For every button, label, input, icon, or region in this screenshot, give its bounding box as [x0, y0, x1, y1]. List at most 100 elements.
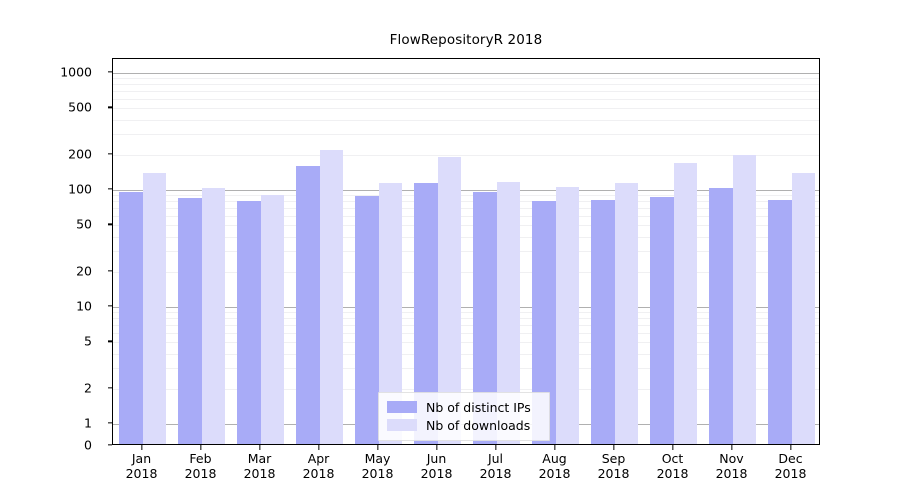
x-axis-tick-label: Jun 2018: [421, 451, 453, 481]
gridline-minor: [113, 154, 819, 156]
y-axis-tick-label: 200: [68, 146, 92, 162]
gridline-minor: [113, 325, 819, 327]
x-axis-tick-year: 2018: [184, 466, 217, 481]
y-axis-tick-mark: [107, 188, 112, 190]
gridline-minor: [113, 84, 819, 86]
gridline-minor: [113, 312, 819, 314]
y-axis-tick-mark: [107, 305, 112, 307]
bar-downloads[interactable]: [437, 156, 461, 444]
y-axis-tick-label: 500: [68, 99, 92, 115]
gridlines: [113, 59, 819, 444]
y-axis-tick-mark: [107, 387, 112, 389]
legend-item[interactable]: Nb of distinct IPs: [387, 398, 541, 416]
bar-group: [762, 59, 819, 444]
gridline-minor: [113, 208, 819, 210]
x-axis-tick-year: 2018: [538, 466, 571, 481]
y-axis-tick-mark: [107, 340, 112, 342]
x-axis-tick-label: Oct 2018: [657, 451, 689, 481]
x-axis-tick-year: 2018: [479, 466, 512, 481]
y-axis-tick-label: 20: [76, 263, 92, 279]
x-axis-tick-mark: [789, 445, 792, 450]
x-axis-tick-label: Aug 2018: [539, 451, 571, 481]
x-axis-tick-mark: [258, 445, 261, 450]
y-axis-tick-label: 1000: [60, 64, 92, 80]
gridline-minor: [113, 318, 819, 320]
legend-item[interactable]: Nb of downloads: [387, 416, 541, 434]
bar-downloads[interactable]: [319, 150, 343, 444]
legend-label: Nb of downloads: [426, 417, 531, 433]
gridline-minor: [113, 388, 819, 390]
x-axis-tick-year: 2018: [302, 466, 335, 481]
x-axis-tick-month: Apr: [307, 451, 330, 466]
bar-downloads[interactable]: [142, 172, 166, 444]
x-axis-tick-label: Apr 2018: [303, 451, 335, 481]
bar-downloads[interactable]: [732, 155, 756, 444]
gridline-minor: [113, 108, 819, 110]
gridline-major: [113, 190, 819, 191]
y-axis-tick-label: 5: [84, 333, 92, 349]
x-axis-tick-month: Feb: [189, 451, 212, 466]
gridline-minor: [113, 332, 819, 334]
bar-downloads[interactable]: [201, 188, 225, 444]
bar-group: [290, 59, 349, 444]
bar-group: [349, 59, 408, 444]
bar-group: [172, 59, 231, 444]
bar-distinct-ips[interactable]: [237, 201, 261, 444]
legend-label: Nb of distinct IPs: [426, 399, 531, 415]
gridline-minor: [113, 353, 819, 355]
bar-downloads[interactable]: [555, 186, 579, 444]
gridline-major: [113, 307, 819, 308]
x-axis-tick-mark: [199, 445, 202, 450]
gridline-minor: [113, 195, 819, 197]
bar-distinct-ips[interactable]: [532, 201, 556, 444]
x-axis: Jan 2018 Feb 2018 Mar 2018 Apr 2018 May 2018 Jun 20…: [112, 445, 820, 500]
x-axis-tick-month: Dec: [778, 451, 803, 466]
legend-swatch: [387, 419, 417, 431]
bar-downloads[interactable]: [614, 183, 638, 444]
x-axis-tick-month: Nov: [719, 451, 744, 466]
x-axis-tick-year: 2018: [243, 466, 276, 481]
bar-distinct-ips[interactable]: [768, 199, 792, 444]
bar-downloads[interactable]: [673, 162, 697, 444]
bar-distinct-ips[interactable]: [296, 165, 320, 444]
x-axis-tick-month: Jun: [426, 451, 447, 466]
x-axis-tick-month: Mar: [247, 451, 272, 466]
x-axis-tick-month: Jul: [487, 451, 504, 466]
bar-downloads[interactable]: [791, 172, 815, 444]
x-axis-tick-label: Jan 2018: [126, 451, 158, 481]
x-axis-tick-mark: [317, 445, 320, 450]
bar-downloads[interactable]: [496, 182, 520, 444]
bar-group: [526, 59, 585, 444]
bar-downloads[interactable]: [378, 183, 402, 444]
bar-group: [644, 59, 703, 444]
x-axis-tick-year: 2018: [125, 466, 158, 481]
y-axis-tick-label: 100: [68, 181, 92, 197]
bar-downloads[interactable]: [260, 194, 284, 444]
bar-distinct-ips[interactable]: [119, 191, 143, 444]
gridline-minor: [113, 342, 819, 344]
bar-distinct-ips[interactable]: [355, 195, 379, 444]
y-axis-tick-mark: [107, 71, 112, 73]
x-axis-tick-year: 2018: [715, 466, 748, 481]
bar-group: [467, 59, 526, 444]
x-axis-tick-mark: [671, 445, 674, 450]
bar-distinct-ips[interactable]: [591, 199, 615, 444]
x-axis-tick-year: 2018: [361, 466, 394, 481]
chart-legend: Nb of distinct IPs Nb of downloads: [378, 392, 550, 441]
bar-distinct-ips[interactable]: [709, 188, 733, 444]
gridline-major: [113, 73, 819, 74]
x-axis-tick-label: Nov 2018: [716, 451, 748, 481]
y-axis-tick-mark: [107, 153, 112, 155]
bar-distinct-ips[interactable]: [178, 198, 202, 444]
bar-group: [113, 59, 172, 444]
gridline-minor: [113, 271, 819, 273]
gridline-minor: [113, 119, 819, 121]
x-axis-tick-mark: [140, 445, 143, 450]
bar-distinct-ips[interactable]: [650, 196, 674, 444]
gridline-minor: [113, 251, 819, 253]
x-axis-tick-label: May 2018: [362, 451, 394, 481]
bar-distinct-ips[interactable]: [414, 183, 438, 444]
bar-distinct-ips[interactable]: [473, 192, 497, 444]
gridline-minor: [113, 98, 819, 100]
